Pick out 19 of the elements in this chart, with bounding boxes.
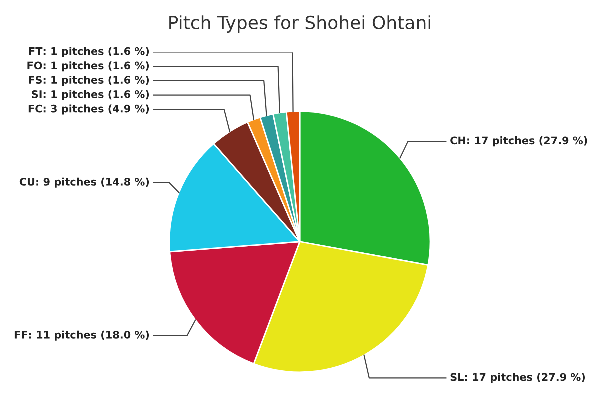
data-label: : 9 pitches (14.8 %) [36,178,150,188]
slice-label: SL [450,373,464,382]
data-label: : 1 pitches (1.6 %) [44,62,150,72]
slice-label: FC [28,104,42,113]
data-label: : 11 pitches (18.0 %) [29,330,150,341]
data-label: : 1 pitches (1.6 %) [44,90,150,100]
data-label: : 3 pitches (4.9 %) [44,104,150,115]
slice-label: FO [28,62,42,70]
slice-label: FS [29,76,42,84]
data-label: : 17 pitches (27.9 %) [465,373,586,384]
slice-label: FF [14,331,28,339]
data-label: : 1 pitches (1.6 %) [44,47,150,58]
data-label: : 17 pitches (27.9 %) [468,136,588,147]
slice-label: CH [450,136,466,145]
slice-label: FT [29,48,43,56]
data-label: : 1 pitches (1.6 %) [44,76,150,86]
slice-label: SI [32,90,42,98]
chart-title: Pitch Types for Shohei Ohtani [170,16,430,34]
slice-label: CU [20,178,35,186]
